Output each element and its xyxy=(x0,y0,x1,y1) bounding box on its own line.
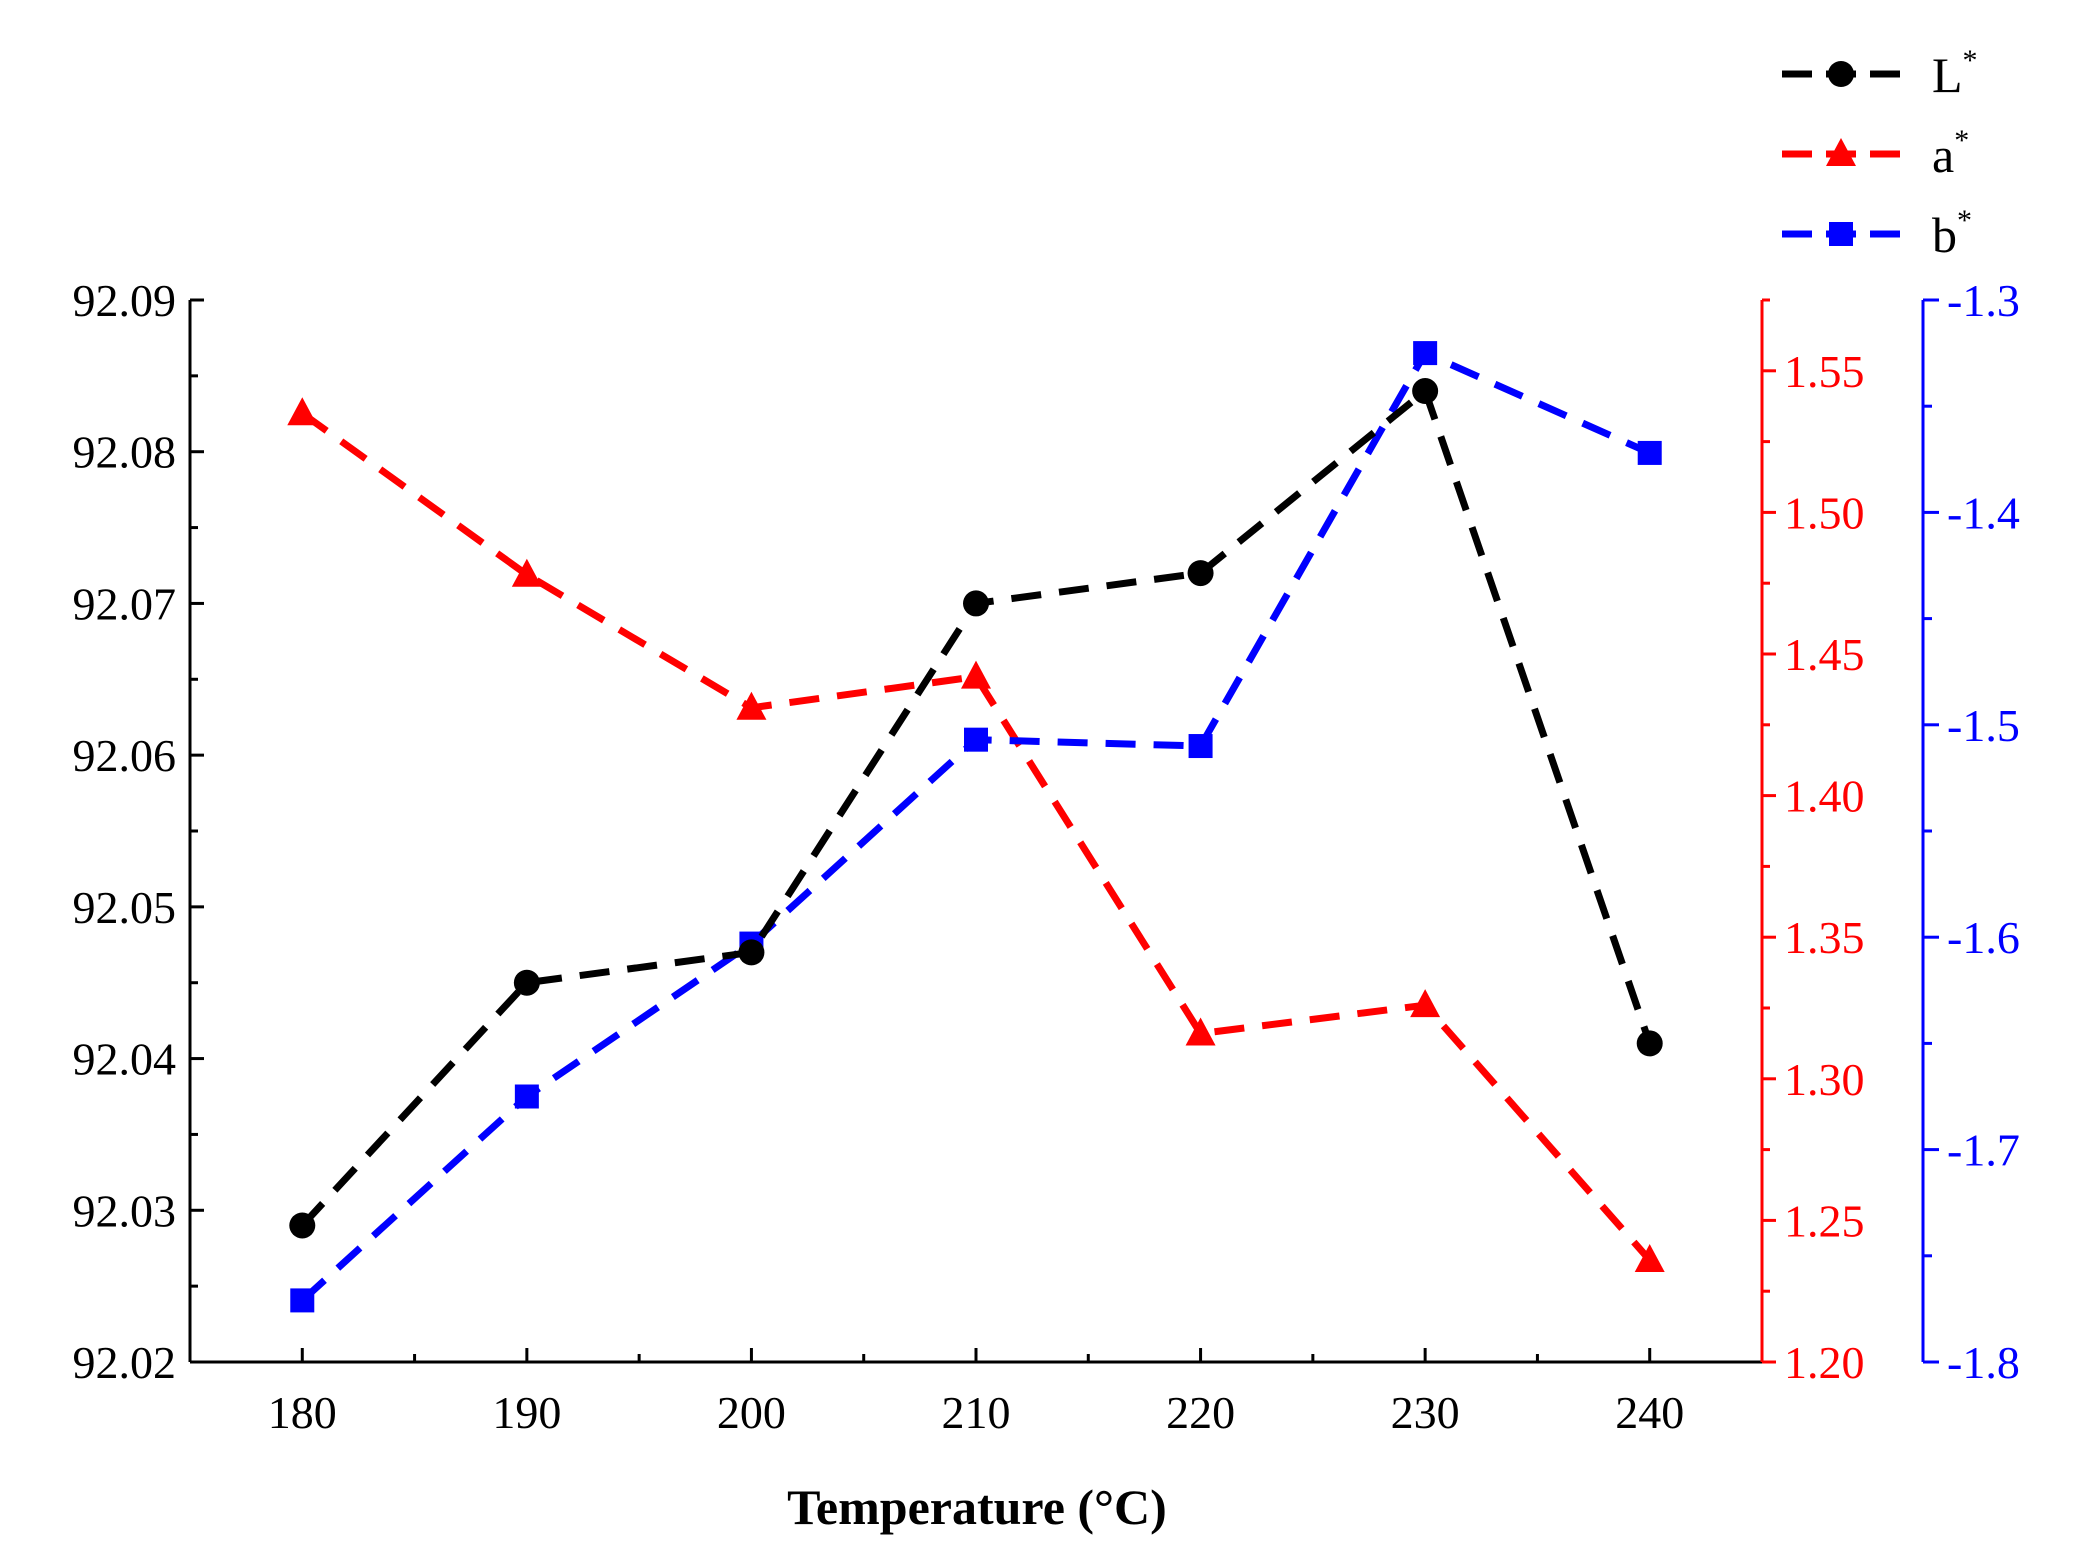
right-b-tick-label: -1.4 xyxy=(1947,487,2020,538)
data-point-L xyxy=(1187,560,1214,587)
x-tick-label: 200 xyxy=(717,1387,786,1438)
series-layer xyxy=(287,341,1665,1313)
left-tick-label: 92.07 xyxy=(73,578,177,629)
left-tick-label: 92.08 xyxy=(73,427,177,478)
series-L-star xyxy=(289,378,1663,1239)
right-a-tick-label: 1.40 xyxy=(1784,771,1865,822)
legend-marker xyxy=(1828,61,1854,87)
data-point-L xyxy=(963,590,989,617)
right-a-tick-label: 1.55 xyxy=(1784,346,1865,397)
right-a-tick-label: 1.30 xyxy=(1784,1054,1865,1105)
data-point-a xyxy=(961,660,991,689)
data-point-L xyxy=(289,1212,316,1239)
data-point-a xyxy=(511,558,542,587)
series-b-star xyxy=(290,341,1662,1313)
legend-label: b* xyxy=(1932,204,1972,263)
right-a-tick-label: 1.45 xyxy=(1784,629,1865,680)
x-tick-label: 180 xyxy=(268,1387,337,1438)
series-line-L xyxy=(299,385,1654,1228)
right-b-tick-label: -1.8 xyxy=(1947,1337,2020,1388)
right-a-tick-label: 1.25 xyxy=(1784,1195,1865,1246)
legend-item-a: a* xyxy=(1782,124,1969,183)
legend-marker xyxy=(1829,222,1853,246)
data-point-b xyxy=(1637,440,1662,465)
right-a-tick-label: 1.20 xyxy=(1784,1337,1865,1388)
x-axis-title: Temperature (°C) xyxy=(787,1479,1167,1535)
data-point-b xyxy=(1413,341,1438,366)
legend-label: L* xyxy=(1932,44,1978,103)
data-point-b xyxy=(290,1288,315,1313)
legend: L* a* b* xyxy=(1782,44,1978,263)
left-tick-label: 92.06 xyxy=(73,730,177,781)
legend-item-L: L* xyxy=(1782,44,1978,103)
left-tick-label: 92.02 xyxy=(73,1337,177,1388)
data-point-a xyxy=(1185,1017,1216,1046)
right-a-tick-label: 1.50 xyxy=(1784,487,1865,538)
x-tick-label: 210 xyxy=(942,1387,1011,1438)
x-tick-label: 220 xyxy=(1166,1387,1235,1438)
legend-label-superscript: * xyxy=(1954,124,1969,157)
x-tick-label: 190 xyxy=(492,1387,561,1438)
legend-item-b: b* xyxy=(1782,204,1972,263)
right-a-tick-label: 1.35 xyxy=(1784,912,1865,963)
right-b-tick-label: -1.6 xyxy=(1947,912,2020,963)
series-line-b xyxy=(299,348,1652,1303)
data-point-b xyxy=(514,1084,539,1109)
left-tick-label: 92.09 xyxy=(73,275,177,326)
data-point-b xyxy=(1188,734,1213,759)
right-b-tick-label: -1.3 xyxy=(1947,275,2020,326)
data-point-L xyxy=(513,969,540,996)
legend-label-superscript: * xyxy=(1957,204,1972,237)
data-point-a xyxy=(287,397,318,426)
data-point-b xyxy=(964,727,988,752)
x-tick-label: 240 xyxy=(1615,1387,1684,1438)
data-point-a xyxy=(1410,989,1441,1018)
data-point-L xyxy=(738,939,765,966)
left-tick-label: 92.03 xyxy=(73,1185,177,1236)
legend-label: a* xyxy=(1932,124,1969,183)
right-b-tick-label: -1.7 xyxy=(1947,1125,2020,1176)
left-tick-label: 92.05 xyxy=(73,882,177,933)
legend-label-superscript: * xyxy=(1963,44,1978,77)
legend-marker xyxy=(1826,138,1856,166)
x-tick-label: 230 xyxy=(1391,1387,1460,1438)
left-tick-label: 92.04 xyxy=(73,1034,177,1085)
right-b-tick-label: -1.5 xyxy=(1947,700,2020,751)
series-a-star xyxy=(287,397,1665,1273)
axes: 180 190 200 210 220 230 240 92.02 92.03 92.04 92.0… xyxy=(73,275,2020,1438)
data-point-a xyxy=(736,691,767,720)
data-point-L xyxy=(1412,378,1439,405)
series-line-a xyxy=(300,410,1653,1263)
data-point-a xyxy=(1634,1244,1665,1273)
data-point-L xyxy=(1636,1030,1663,1057)
